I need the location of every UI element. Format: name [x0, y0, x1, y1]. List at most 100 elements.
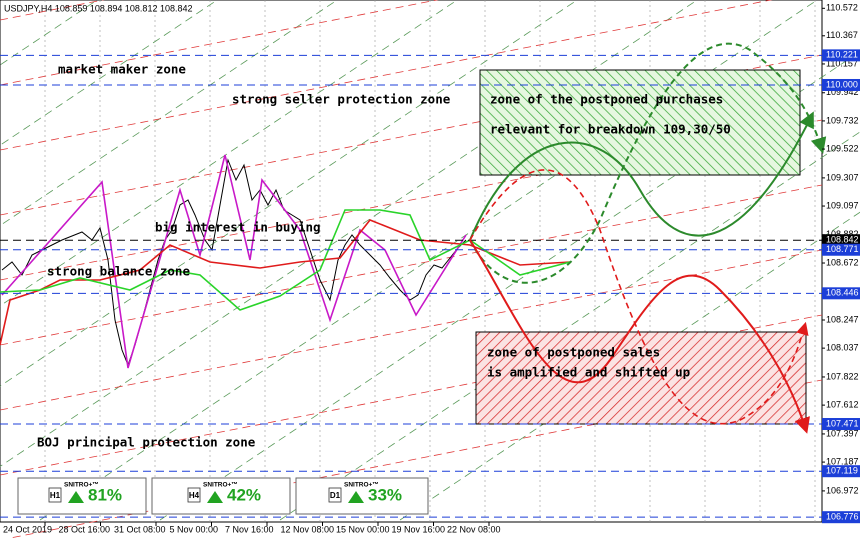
- channel-up: [0, 0, 458, 307]
- widget-icon: [187, 487, 201, 503]
- y-tick-label: 110.367: [826, 30, 858, 40]
- channel-up: [0, 0, 98, 66]
- channel-up: [0, 0, 338, 227]
- x-tick-label: 15 Nov 00:00: [336, 524, 390, 534]
- widget-brand: SNITRO+™: [64, 482, 99, 489]
- projection-up-alt: [469, 42, 827, 284]
- widget-timeframe: H4: [189, 491, 200, 500]
- y-tick-label: 109.097: [826, 200, 859, 210]
- y-tick-label: 108.037: [826, 343, 859, 353]
- channel-down: [0, 119, 823, 281]
- level-label: 110.000: [826, 79, 858, 89]
- chart-title: USDJPY,H4 108.859 108.894 108.812 108.84…: [4, 3, 193, 13]
- level-label: 106.776: [826, 512, 859, 522]
- x-tick-label: 22 Nov 08:00: [447, 524, 501, 534]
- y-tick-label: 107.187: [826, 456, 859, 466]
- y-tick-label: 108.672: [826, 257, 859, 267]
- x-tick-label: 28 Oct 16:00: [59, 524, 111, 534]
- annotation: strong balance zone: [47, 264, 190, 279]
- channel-up: [159, 51, 860, 521]
- x-tick-label: 19 Nov 16:00: [392, 524, 446, 534]
- channel-down: [0, 0, 439, 86]
- annotation: zone of the postponed purchases: [490, 92, 723, 107]
- channel-up: [279, 131, 860, 521]
- widget-icon: [48, 487, 62, 503]
- level-tag: [822, 465, 860, 478]
- level-label: 108.771: [826, 244, 859, 254]
- y-tick-label: 109.942: [826, 87, 859, 97]
- widget-value: 42%: [227, 485, 261, 504]
- level-tag: [822, 78, 860, 91]
- x-tick-label: 24 Oct 2019: [3, 524, 52, 534]
- y-tick-label: 107.822: [826, 371, 859, 381]
- level-label: 107.119: [826, 466, 858, 476]
- annotation: relevant for breakdown 109,30/50: [490, 122, 731, 137]
- y-tick-label: 109.307: [826, 172, 859, 182]
- y-tick-label: 110.572: [826, 3, 858, 13]
- widget-brand: SNITRO+™: [344, 482, 379, 489]
- annotation: is amplified and shifted up: [487, 365, 690, 380]
- y-tick-label: 109.732: [826, 115, 859, 125]
- channel-down: [0, 0, 773, 151]
- y-tick-label: 109.522: [826, 143, 859, 153]
- x-tick-label: 12 Nov 08:00: [281, 524, 335, 534]
- channel-up: [0, 0, 218, 146]
- widget-timeframe: H1: [50, 491, 61, 500]
- annotation: BOJ principal protection zone: [37, 435, 256, 450]
- channel-down: [8, 379, 823, 538]
- projections: [469, 42, 827, 434]
- annotation: zone of postponed sales: [487, 345, 660, 360]
- x-tick-label: 7 Nov 16:00: [225, 524, 274, 534]
- widget-box: [17, 477, 147, 515]
- channel-down: [0, 249, 823, 411]
- widget-box: [151, 477, 291, 515]
- y-tick-label: 110.157: [826, 58, 858, 68]
- annotation: strong seller protection zone: [232, 92, 451, 107]
- widget-box: [295, 477, 429, 515]
- projection-down: [469, 239, 810, 434]
- widget-brand: SNITRO+™: [203, 482, 238, 489]
- level-tag: [822, 418, 860, 431]
- annotation: big interest in buying: [155, 220, 321, 235]
- y-tick-label: 108.247: [826, 314, 859, 324]
- levels: [0, 54, 822, 518]
- level-label: 110.221: [826, 50, 858, 60]
- level-tag: [822, 234, 860, 247]
- widget-value: 81%: [88, 485, 122, 504]
- y-tick-label: 107.397: [826, 428, 859, 438]
- level-label: 108.842: [826, 235, 859, 245]
- level-tag: [822, 243, 860, 256]
- purchase-zone: [479, 69, 801, 176]
- zigzag: [1, 154, 467, 369]
- price-line: [1, 158, 467, 367]
- channel-up: [399, 211, 860, 521]
- level-label: 108.446: [826, 288, 859, 298]
- annotation: market maker zone: [58, 62, 186, 77]
- projection-down-alt: [469, 169, 809, 425]
- widget-value: 33%: [368, 485, 402, 504]
- y-tick-label: 107.612: [826, 399, 859, 409]
- axes: 110.572 110.367 110.157 109.942 109.732 109.5…: [3, 3, 860, 534]
- widget-arrow: [207, 491, 223, 503]
- channel-up: [0, 0, 578, 387]
- level-label: 107.471: [826, 418, 859, 428]
- projection-up: [469, 111, 814, 241]
- widget-icon: [328, 487, 342, 503]
- kijun: [0, 219, 571, 346]
- x-tick-label: 5 Nov 00:00: [170, 524, 219, 534]
- level-tag: [822, 287, 860, 300]
- channel-up: [39, 0, 818, 521]
- level-tag: [822, 511, 860, 524]
- widget-arrow: [348, 491, 364, 503]
- channel-down: [0, 314, 823, 476]
- x-tick-label: 31 Oct 08:00: [114, 524, 166, 534]
- y-tick-label: 106.972: [826, 485, 859, 495]
- widget-timeframe: D1: [330, 491, 341, 500]
- channel-down: [0, 184, 823, 346]
- channel-down: [0, 54, 823, 216]
- level-tag: [822, 49, 860, 62]
